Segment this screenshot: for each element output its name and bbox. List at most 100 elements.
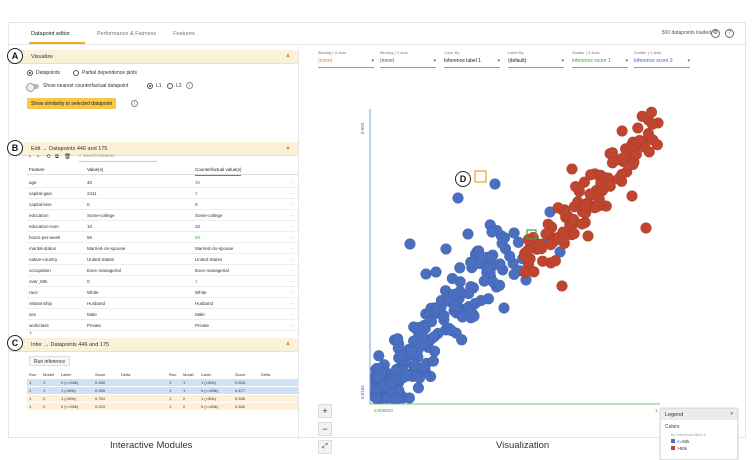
datapoint[interactable]: [584, 188, 596, 200]
datapoint[interactable]: [627, 158, 639, 171]
feature-value-input[interactable]: White: [87, 290, 99, 295]
datapoint[interactable]: [521, 244, 534, 257]
datapoint[interactable]: [528, 266, 540, 278]
datapoint[interactable]: [482, 293, 495, 305]
more-options-icon[interactable]: ···: [289, 235, 294, 240]
infer-section-header[interactable]: Infer → Datapoints 446 and 175 ▲: [9, 338, 298, 352]
datapoint[interactable]: [413, 372, 426, 384]
more-options-icon[interactable]: ···: [289, 301, 294, 306]
datapoint[interactable]: [417, 331, 429, 343]
prev-datapoint-icon[interactable]: ‹: [29, 154, 31, 160]
more-options-icon[interactable]: ···: [289, 246, 294, 251]
radio-partial-dependence[interactable]: [73, 70, 79, 76]
datapoint[interactable]: [425, 315, 438, 328]
datapoint[interactable]: [540, 228, 552, 240]
zoom-out-button[interactable]: −: [318, 422, 332, 436]
zoom-in-button[interactable]: +: [318, 404, 332, 418]
more-options-icon[interactable]: ···: [289, 180, 294, 185]
datapoint[interactable]: [552, 202, 564, 214]
scatter-plot[interactable]: 0.993 0.0166 0.000603 1: [350, 104, 675, 414]
radio-l1[interactable]: [147, 83, 153, 89]
datapoint[interactable]: [427, 355, 440, 367]
fit-view-icon[interactable]: ⤢: [318, 440, 332, 454]
nearest-counterfactual-toggle[interactable]: [26, 82, 39, 92]
edit-section-header[interactable]: Edit → Datapoints 446 and 175 ▲: [9, 142, 298, 156]
datapoint[interactable]: [616, 168, 628, 181]
search-features-input[interactable]: ⌕ Search features: [79, 153, 157, 162]
datapoint[interactable]: [512, 236, 525, 249]
datapoint[interactable]: [385, 377, 397, 390]
tab-performance-fairness[interactable]: Performance & Fairness: [97, 31, 157, 37]
datapoint[interactable]: [428, 345, 441, 357]
feature-value-input[interactable]: 10: [87, 224, 93, 229]
datapoint[interactable]: [549, 255, 562, 267]
datapoint[interactable]: [472, 246, 485, 259]
datapoint[interactable]: [486, 226, 498, 238]
datapoint[interactable]: [616, 152, 629, 164]
datapoint[interactable]: [534, 238, 546, 251]
more-options-icon[interactable]: ···: [289, 279, 294, 284]
more-options-icon[interactable]: ···: [289, 191, 294, 196]
datapoint[interactable]: [640, 222, 652, 234]
datapoint[interactable]: [452, 192, 464, 204]
control-select[interactable]: Inference score 2 ▾: [634, 58, 690, 68]
feature-value-input[interactable]: Exec-managerial: [87, 268, 121, 273]
datapoint[interactable]: [373, 350, 385, 362]
feature-value-input[interactable]: Some-college: [87, 213, 115, 218]
datapoint[interactable]: [508, 268, 520, 281]
datapoint[interactable]: [566, 163, 578, 175]
tab-datapoint-editor[interactable]: Datapoint editor: [31, 31, 70, 37]
datapoint[interactable]: [645, 106, 658, 118]
datapoint[interactable]: [651, 139, 664, 151]
history-icon[interactable]: ⟲: [46, 154, 51, 160]
datapoint[interactable]: [527, 231, 539, 244]
datapoint[interactable]: [438, 309, 450, 322]
datapoint[interactable]: [591, 200, 603, 213]
more-options-icon[interactable]: ···: [289, 213, 294, 218]
control-select[interactable]: (default) ▾: [508, 58, 564, 68]
control-select[interactable]: Inference label 1 ▾: [444, 58, 500, 68]
datapoint[interactable]: [430, 266, 442, 278]
datapoint[interactable]: [568, 227, 580, 240]
datapoint[interactable]: [630, 148, 643, 160]
datapoint[interactable]: [536, 255, 549, 267]
datapoint[interactable]: [420, 268, 432, 280]
more-options-icon[interactable]: ···: [289, 202, 294, 207]
datapoint[interactable]: [409, 359, 421, 371]
feature-value-input[interactable]: 0: [87, 279, 90, 284]
datapoint[interactable]: [403, 392, 416, 404]
datapoint[interactable]: [372, 371, 384, 384]
more-options-icon[interactable]: ···: [289, 224, 294, 229]
legend-header[interactable]: Legend ▾: [661, 409, 737, 420]
datapoint[interactable]: [626, 190, 638, 202]
collapse-caret-icon[interactable]: ▲: [285, 145, 291, 151]
duplicate-icon[interactable]: ⧉: [55, 154, 59, 160]
datapoint[interactable]: [455, 334, 468, 346]
datapoint[interactable]: [481, 262, 493, 274]
datapoint[interactable]: [392, 332, 404, 345]
datapoint[interactable]: [558, 232, 570, 245]
datapoint[interactable]: [448, 288, 460, 301]
collapse-caret-icon[interactable]: ▲: [285, 53, 291, 59]
info-icon[interactable]: i: [131, 100, 138, 107]
datapoint[interactable]: [496, 237, 508, 250]
feature-value-input[interactable]: Private: [87, 323, 102, 328]
datapoint[interactable]: [446, 272, 459, 285]
datapoint[interactable]: [508, 227, 520, 239]
datapoint[interactable]: [642, 127, 655, 140]
datapoint[interactable]: [404, 238, 416, 250]
datapoint[interactable]: [440, 243, 452, 255]
datapoint[interactable]: [449, 300, 462, 312]
show-similarity-button[interactable]: Show similarity to selected datapoint: [27, 98, 116, 109]
feature-value-input[interactable]: United-States: [87, 257, 115, 262]
datapoint[interactable]: [485, 252, 497, 264]
feature-value-input[interactable]: Married-civ-spouse: [87, 246, 126, 251]
control-select[interactable]: Inference score 1 ▾: [572, 58, 628, 68]
next-datapoint-icon[interactable]: ›: [37, 154, 39, 160]
datapoint[interactable]: [454, 262, 466, 274]
datapoint[interactable]: [494, 258, 506, 270]
radio-l2[interactable]: [167, 83, 173, 89]
datapoint[interactable]: [408, 321, 420, 333]
datapoint[interactable]: [498, 302, 510, 314]
datapoint[interactable]: [464, 256, 477, 269]
